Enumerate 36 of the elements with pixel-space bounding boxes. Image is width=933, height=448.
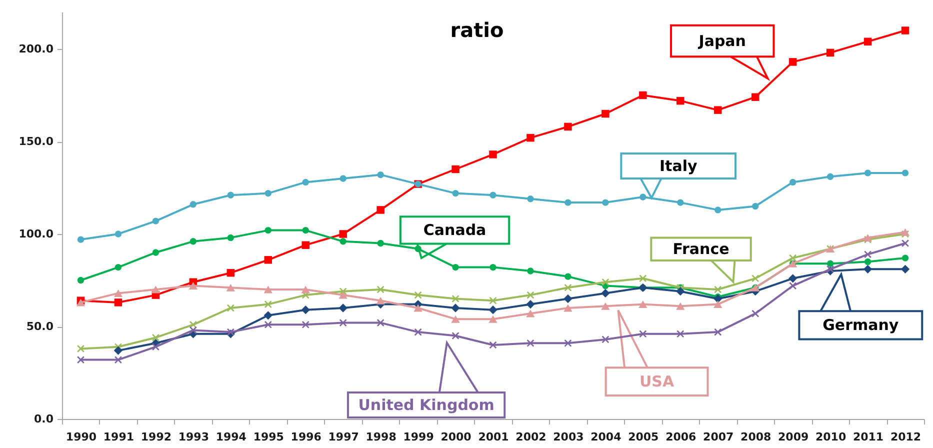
x-tick-label: 1990 (66, 430, 97, 444)
x-tick-label: 2006 (666, 430, 697, 444)
x-tick-label: 1995 (253, 430, 284, 444)
y-tick-label: 150.0 (18, 135, 54, 148)
y-tick-label: 0.0 (34, 412, 54, 426)
series-label: France (672, 240, 730, 258)
text: Japan (698, 32, 746, 50)
x-tick-label: 2010 (815, 430, 846, 444)
x-tick-label: 1994 (216, 430, 247, 444)
y-tick-label: 50.0 (26, 320, 54, 333)
x-tick-label: 1993 (178, 430, 209, 444)
x-tick-label: 2002 (516, 430, 546, 444)
text: United Kingdom (358, 396, 494, 414)
text: Germany (822, 316, 899, 334)
x-tick-label: 2009 (778, 430, 809, 444)
series-label: Italy (659, 157, 698, 176)
x-tick-label: 2008 (740, 430, 772, 444)
x-tick-label: 1999 (403, 430, 434, 444)
x-tick-label: 2011 (852, 430, 884, 444)
x-tick-label: 2012 (890, 430, 922, 444)
chart-title: ratio (450, 18, 504, 42)
x-tick-label: 1992 (140, 430, 172, 444)
x-tick-label: 2001 (478, 430, 509, 444)
y-tick-label: 200.0 (18, 42, 54, 56)
x-tick-label: 1998 (366, 430, 396, 444)
x-tick-label: 2003 (553, 430, 584, 444)
x-tick-label: 2004 (590, 430, 622, 444)
x-tick-label: 2000 (440, 430, 472, 444)
x-tick-label: 2005 (628, 430, 659, 444)
x-tick-label: 2007 (703, 430, 734, 444)
x-tick-label: 1996 (290, 430, 322, 444)
y-tick-label: 100.0 (18, 228, 54, 240)
x-tick-label: 1991 (103, 430, 134, 444)
series-label: Canada (423, 221, 486, 240)
x-tick-label: 1997 (328, 430, 359, 444)
text: USA (639, 372, 674, 391)
